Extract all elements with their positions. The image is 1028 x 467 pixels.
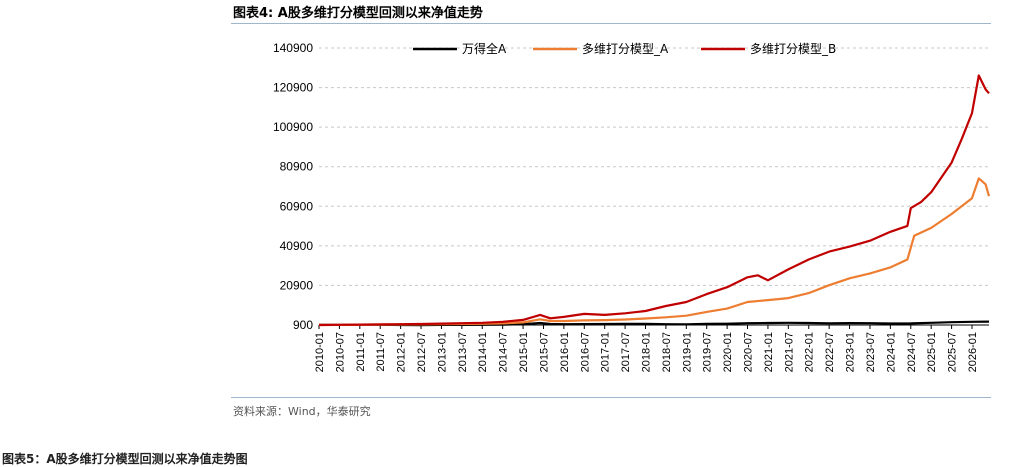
x-tick-label: 2022-01 xyxy=(804,332,816,372)
y-tick-label: 20900 xyxy=(280,278,314,292)
y-tick-label: 120900 xyxy=(273,81,313,95)
x-tick-label: 2022-07 xyxy=(824,332,836,372)
x-tick-label: 2025-07 xyxy=(947,332,959,372)
y-tick-label: 60900 xyxy=(280,199,314,213)
x-tick-label: 2018-01 xyxy=(640,332,652,372)
x-tick-label: 2014-07 xyxy=(498,332,510,372)
y-tick-label: 80900 xyxy=(280,160,314,174)
y-axis: 900 20900 40900 60900 80900 100900 120900 14090… xyxy=(273,41,313,332)
series-line xyxy=(318,74,990,327)
x-tick-label: 2017-07 xyxy=(620,332,632,372)
x-tick-label: 2023-07 xyxy=(865,332,877,372)
legend-label: 多维打分模型_A xyxy=(582,42,669,56)
x-tick-label: 2018-07 xyxy=(661,332,673,372)
title-divider xyxy=(231,23,991,24)
line-chart: 900 20900 40900 60900 80900 100900 120900 14090… xyxy=(273,41,991,372)
x-tick-label: 2010-01 xyxy=(314,332,326,372)
y-tick-label: 140900 xyxy=(273,41,313,55)
x-tick-label: 2013-07 xyxy=(457,332,469,372)
x-axis: 2010-01 2010-07 2011-01 2011-07 2012-01 2012-… xyxy=(314,324,989,372)
x-tick-label: 2012-07 xyxy=(416,332,428,372)
legend: 万得全A 多维打分模型_A 多维打分模型_B xyxy=(413,41,836,56)
bottom-divider xyxy=(231,397,991,398)
figure-title: 图表4: A股多维打分模型回测以来净值走势 xyxy=(233,6,483,21)
x-tick-label: 2015-01 xyxy=(518,332,530,372)
x-tick-label: 2020-07 xyxy=(743,332,755,372)
y-tick-label: 100900 xyxy=(273,120,313,134)
x-tick-label: 2025-01 xyxy=(926,332,938,372)
grid-lines xyxy=(319,47,989,286)
x-tick-label: 2016-01 xyxy=(559,332,571,372)
x-tick-label: 2021-07 xyxy=(783,332,795,372)
x-tick-label: 2020-01 xyxy=(722,332,734,372)
x-tick-label: 2023-01 xyxy=(845,332,857,372)
x-tick-label: 2016-07 xyxy=(579,332,591,372)
x-tick-label: 2015-07 xyxy=(538,332,550,372)
x-tick-label: 2014-01 xyxy=(477,332,489,372)
x-tick-label: 2026-01 xyxy=(967,332,979,372)
y-tick-label: 40900 xyxy=(280,239,314,253)
x-tick-label: 2017-01 xyxy=(600,332,612,372)
next-figure-title: 图表5：A股多维打分模型回测以来净值走势图 xyxy=(2,452,248,466)
y-tick-label: 900 xyxy=(293,318,313,332)
x-tick-label: 2013-01 xyxy=(436,332,448,372)
x-tick-label: 2019-01 xyxy=(681,332,693,372)
x-tick-label: 2024-07 xyxy=(906,332,918,372)
x-tick-label: 2021-01 xyxy=(763,332,775,372)
series-lines xyxy=(318,74,991,327)
legend-label: 多维打分模型_B xyxy=(750,42,836,56)
series-line xyxy=(318,177,991,327)
x-tick-label: 2011-07 xyxy=(375,332,387,372)
source-note: 资料来源：Wind，华泰研究 xyxy=(233,405,371,418)
x-tick-label: 2019-07 xyxy=(702,332,714,372)
x-tick-label: 2012-01 xyxy=(396,332,408,372)
x-tick-label: 2010-07 xyxy=(334,332,346,372)
x-tick-label: 2024-01 xyxy=(885,332,897,372)
legend-label: 万得全A xyxy=(462,41,507,56)
x-tick-label: 2011-01 xyxy=(355,332,367,372)
